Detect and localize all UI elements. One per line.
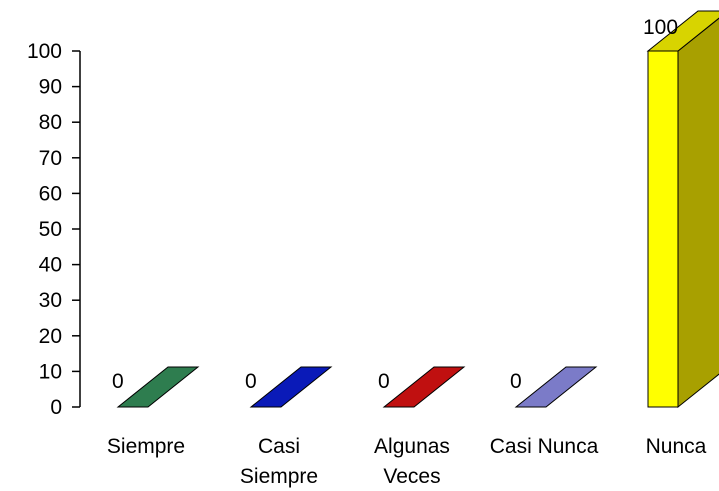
data-label: 100	[643, 16, 678, 39]
y-tick-label: 0	[50, 396, 62, 419]
category-label-line: Siempre	[240, 465, 318, 488]
category-labels: Siempre Casi Siempre Algunas Veces Casi Nunca…	[107, 435, 707, 488]
category-label-line: Nunca	[646, 435, 707, 458]
y-tick-label: 30	[39, 289, 62, 312]
category-label-line: Algunas	[374, 435, 450, 458]
y-tick-label: 90	[39, 76, 62, 99]
category-label-line: Veces	[383, 465, 440, 488]
bar	[646, 10, 719, 409]
bar	[116, 366, 200, 408]
category-label: Siempre	[107, 435, 185, 458]
category-label-line: Siempre	[107, 435, 185, 458]
y-axis: 0 10 20 30 40 50 60 70 80 90 100	[27, 40, 81, 419]
category-label: Nunca	[646, 435, 707, 458]
bar-front	[647, 50, 679, 408]
category-label-line: Casi	[258, 435, 300, 458]
data-label: 0	[112, 370, 124, 393]
bar	[514, 366, 598, 408]
category-label-line: Casi Nunca	[490, 435, 599, 458]
y-tick-label: 50	[39, 218, 62, 241]
category-label: Algunas Veces	[374, 435, 450, 488]
data-label: 0	[510, 370, 522, 393]
y-tick-label: 100	[27, 40, 62, 63]
bar	[382, 366, 466, 408]
bar-top	[514, 366, 598, 408]
bar-top	[382, 366, 466, 408]
bar-side	[677, 17, 719, 409]
bar	[249, 366, 333, 408]
y-tick-label: 60	[39, 182, 62, 205]
y-tick-label: 40	[39, 254, 62, 277]
bar-top	[249, 366, 333, 408]
y-tick-label: 80	[39, 111, 62, 134]
category-label: Casi Nunca	[490, 435, 599, 458]
category-label: Casi Siempre	[240, 435, 318, 488]
bars	[116, 10, 719, 409]
data-labels: 0 0 0 0 100	[112, 16, 678, 393]
bar-top	[646, 10, 719, 52]
y-tick-label: 70	[39, 147, 62, 170]
data-label: 0	[378, 370, 390, 393]
bar-top	[116, 366, 200, 408]
y-tick-label: 20	[39, 325, 62, 348]
y-tick-label: 10	[39, 360, 62, 383]
data-label: 0	[245, 370, 257, 393]
